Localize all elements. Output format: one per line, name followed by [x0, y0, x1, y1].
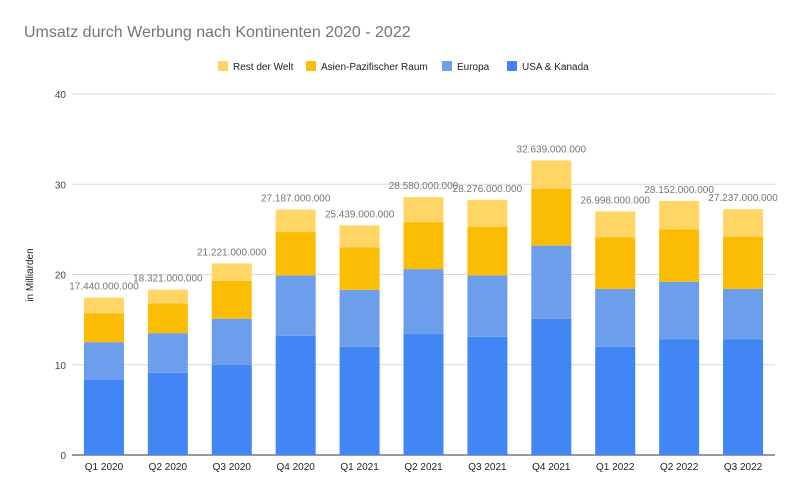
y-tick-label: 40	[55, 90, 67, 101]
legend-label: USA & Kanada	[522, 62, 589, 73]
legend-label: Asien-Pazifischer Raum	[321, 62, 428, 73]
bar-segment	[723, 339, 764, 455]
bar-segment	[211, 280, 252, 319]
total-data-label: 28.152.000.000	[644, 185, 714, 196]
bar-segment	[467, 275, 508, 337]
bar-segment	[147, 289, 188, 304]
x-tick-label: Q3 2022	[724, 462, 763, 473]
bar-segment	[659, 281, 700, 340]
bar-segment	[595, 211, 636, 238]
total-data-label: 27.187.000.000	[261, 194, 331, 205]
bar-segment	[531, 160, 572, 189]
bar-segment	[659, 229, 700, 282]
x-tick-label: Q3 2021	[468, 462, 507, 473]
bar-segment	[211, 364, 252, 455]
bar-segment	[403, 222, 444, 270]
bar-segment	[275, 232, 316, 276]
y-axis-title: in Milliarden	[25, 248, 36, 301]
total-data-label: 27.237.000.000	[708, 193, 778, 204]
total-data-label: 26.998.000.000	[580, 195, 650, 206]
bar-segment	[403, 334, 444, 455]
x-tick-label: Q3 2020	[213, 462, 252, 473]
bar-segment	[531, 245, 572, 319]
bar-segment	[339, 346, 380, 455]
bar-segment	[659, 339, 700, 455]
bar-segment	[723, 288, 764, 340]
bar-segment	[211, 263, 252, 281]
x-tick-label: Q4 2020	[276, 462, 315, 473]
bar-segment	[83, 342, 124, 380]
bar-segment	[339, 225, 380, 248]
x-tick-label: Q2 2022	[660, 462, 699, 473]
bar-segment	[83, 379, 124, 455]
total-data-label: 17.440.000.000	[69, 282, 139, 293]
bar-segment	[83, 297, 124, 314]
bar-segment	[403, 269, 444, 335]
y-tick-label: 10	[55, 361, 67, 372]
legend-label: Europa	[457, 62, 490, 73]
bar-segment	[147, 303, 188, 334]
bar-segment	[275, 335, 316, 455]
bar-segment	[275, 209, 316, 233]
x-tick-label: Q2 2021	[404, 462, 443, 473]
bar-segment	[339, 247, 380, 290]
x-tick-label: Q4 2021	[532, 462, 571, 473]
y-tick-label: 0	[60, 451, 66, 462]
total-data-label: 18.321.000.000	[133, 274, 203, 285]
chart-title: Umsatz durch Werbung nach Kontinenten 20…	[24, 24, 411, 41]
x-tick-label: Q2 2020	[149, 462, 188, 473]
bar-segment	[147, 372, 188, 455]
x-tick-label: Q1 2022	[596, 462, 635, 473]
legend-swatch	[507, 61, 517, 71]
x-tick-label: Q1 2021	[340, 462, 379, 473]
bar-segment	[83, 313, 124, 343]
legend-swatch	[306, 61, 316, 71]
bar-segment	[723, 209, 764, 237]
legend-swatch	[442, 61, 452, 71]
total-data-label: 28.580.000.000	[389, 181, 459, 192]
bar-segment	[339, 289, 380, 347]
y-tick-label: 20	[55, 271, 67, 282]
bar-segment	[723, 236, 764, 289]
bar-segment	[531, 188, 572, 246]
bar-segment	[595, 346, 636, 455]
bar-segment	[467, 199, 508, 227]
legend-label: Rest der Welt	[233, 62, 294, 73]
total-data-label: 32.639.000.000	[517, 144, 587, 155]
bar-segment	[147, 333, 188, 373]
bar-segment	[467, 226, 508, 276]
y-tick-label: 30	[55, 180, 67, 191]
bar-segment	[275, 275, 316, 336]
bar-segment	[531, 318, 572, 455]
legend-swatch	[218, 61, 228, 71]
bar-segment	[403, 197, 444, 223]
bar-segment	[467, 336, 508, 455]
total-data-label: 25.439.000.000	[325, 209, 395, 220]
bar-segment	[595, 288, 636, 347]
total-data-label: 21.221.000.000	[197, 247, 267, 258]
bar-segment	[595, 237, 636, 289]
bar-segment	[659, 200, 700, 230]
total-data-label: 28.276.000.000	[453, 184, 523, 195]
bar-segment	[211, 318, 252, 365]
x-tick-label: Q1 2020	[85, 462, 124, 473]
